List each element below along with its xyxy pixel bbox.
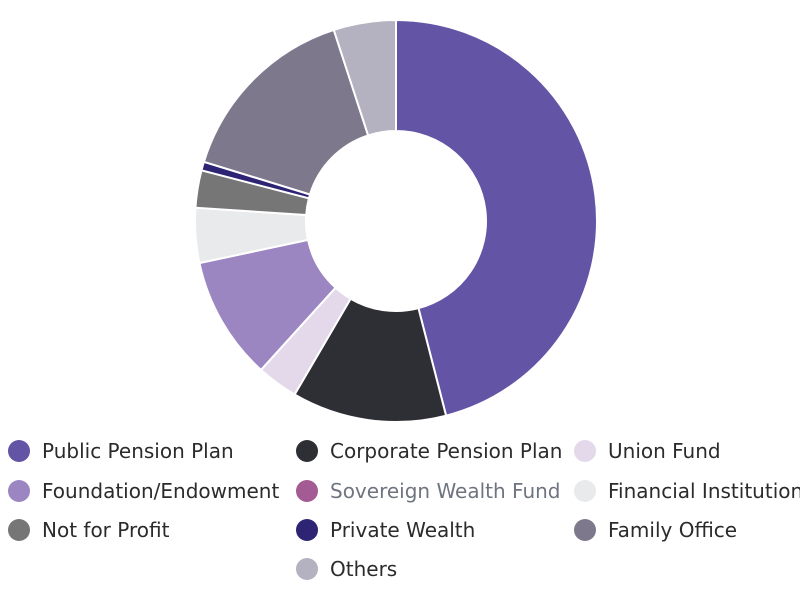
legend-label: Foundation/Endowment: [42, 479, 280, 503]
legend-label: Not for Profit: [42, 518, 170, 542]
legend-swatch: [8, 480, 30, 502]
legend-swatch: [8, 440, 30, 462]
legend-item-foundation-endowment[interactable]: Foundation/Endowment: [8, 479, 279, 503]
legend-label: Others: [330, 557, 398, 581]
legend-swatch: [574, 440, 596, 462]
chart-legend: Public Pension Plan Corporate Pension Pl…: [0, 430, 800, 600]
slice-corporate-pension-plan[interactable]: [293, 297, 448, 423]
legend-label: Corporate Pension Plan: [330, 439, 563, 463]
legend-item-sovereign-wealth-fund[interactable]: Sovereign Wealth Fund: [296, 479, 561, 503]
slice-others[interactable]: [332, 18, 397, 137]
slice-family-office[interactable]: [202, 28, 370, 196]
legend-item-financial-institution[interactable]: Financial Institution: [574, 479, 800, 503]
donut-chart: [194, 18, 598, 423]
slice-public-pension-plan[interactable]: [395, 18, 598, 417]
legend-label: Private Wealth: [330, 518, 476, 542]
legend-item-union-fund[interactable]: Union Fund: [574, 439, 721, 463]
legend-swatch: [296, 519, 318, 541]
legend-item-not-for-profit[interactable]: Not for Profit: [8, 518, 169, 542]
legend-swatch: [574, 480, 596, 502]
legend-label: Sovereign Wealth Fund: [330, 479, 561, 503]
legend-item-private-wealth[interactable]: Private Wealth: [296, 518, 475, 542]
legend-label: Public Pension Plan: [42, 439, 234, 463]
legend-swatch: [296, 440, 318, 462]
legend-item-family-office[interactable]: Family Office: [574, 518, 737, 542]
legend-item-others[interactable]: Others: [296, 557, 397, 581]
legend-label: Financial Institution: [608, 479, 800, 503]
legend-swatch: [296, 558, 318, 580]
legend-item-public-pension-plan[interactable]: Public Pension Plan: [8, 439, 234, 463]
legend-swatch: [8, 519, 30, 541]
legend-item-corporate-pension-plan[interactable]: Corporate Pension Plan: [296, 439, 562, 463]
legend-label: Union Fund: [608, 439, 721, 463]
legend-label: Family Office: [608, 518, 738, 542]
legend-swatch: [574, 519, 596, 541]
legend-swatch: [296, 480, 318, 502]
